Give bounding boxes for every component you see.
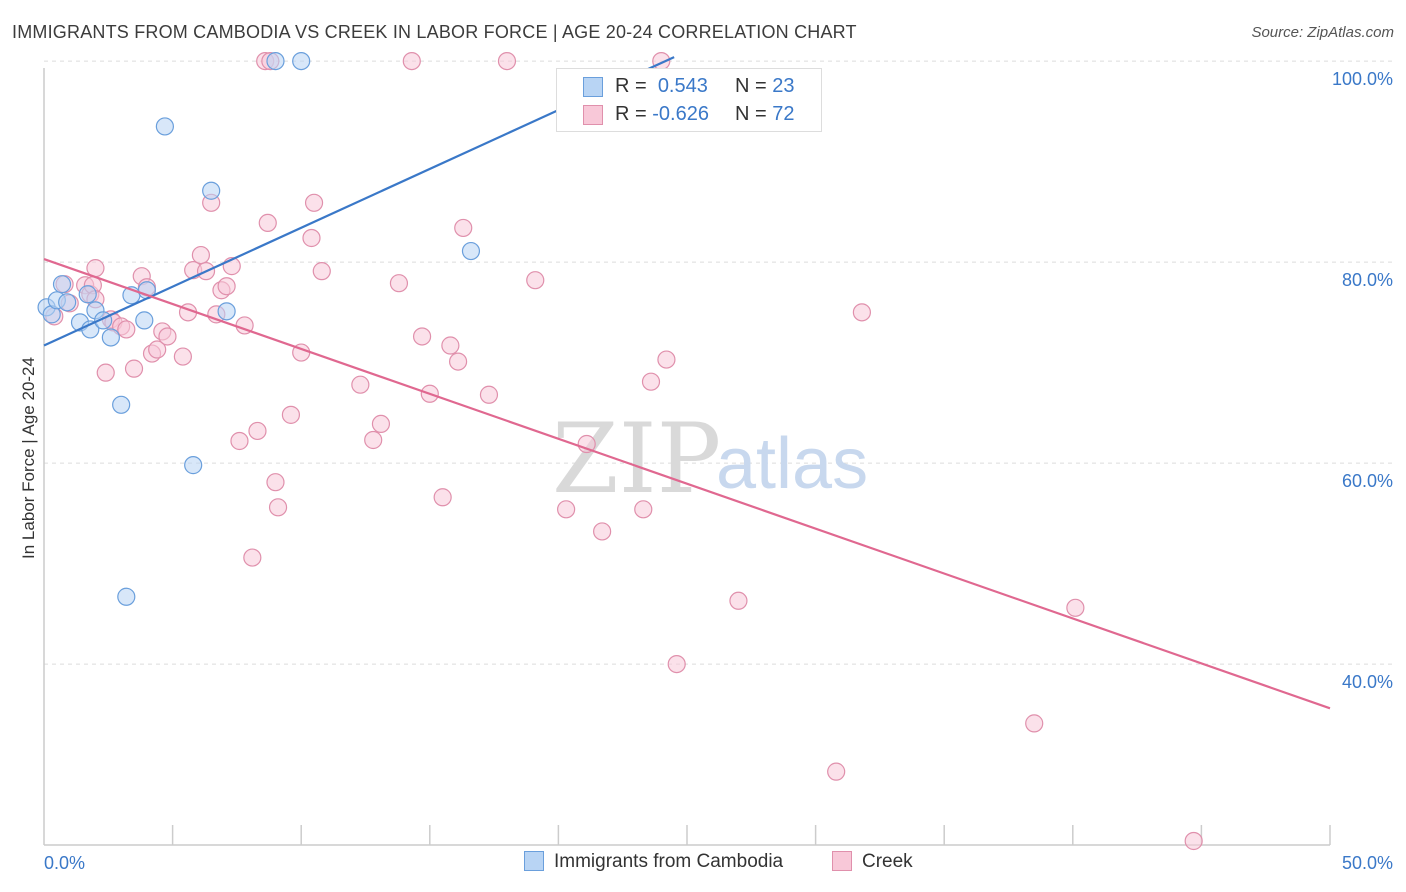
series-legend-cambodia: Immigrants from Cambodia <box>524 851 783 873</box>
legend-n-cambodia: N = 23 <box>735 75 795 97</box>
point-creek <box>266 473 285 492</box>
point-creek <box>302 228 321 248</box>
chart-title: IMMIGRANTS FROM CAMBODIA VS CREEK IN LAB… <box>12 22 857 42</box>
point-cambodia <box>58 293 77 312</box>
point-cambodia <box>112 395 131 414</box>
point-creek <box>448 352 468 371</box>
point-creek <box>412 327 432 346</box>
point-cambodia <box>155 117 174 136</box>
x-tick-label-max: 50.0% <box>1342 853 1393 873</box>
data-points <box>37 51 1203 851</box>
point-creek <box>117 320 136 339</box>
point-creek <box>96 363 115 382</box>
point-creek <box>454 218 473 238</box>
point-creek <box>479 385 499 404</box>
gridlines <box>44 60 1393 665</box>
point-cambodia <box>217 302 236 321</box>
y-tick-label: 80.0% <box>1342 270 1393 290</box>
watermark-atlas: atlas <box>716 424 868 504</box>
point-creek <box>312 262 331 281</box>
series-label-cambodia: Immigrants from Cambodia <box>554 851 784 872</box>
y-tick-label: 100.0% <box>1332 69 1393 89</box>
point-creek <box>148 340 167 359</box>
stats-legend: R = 0.543 N = 23 R = -0.626 N = 72 <box>556 68 822 132</box>
legend-swatch-creek <box>583 105 603 125</box>
point-creek <box>230 431 249 451</box>
point-cambodia <box>292 51 311 71</box>
trendline-creek <box>43 258 1331 710</box>
point-creek <box>729 591 748 610</box>
point-creek <box>402 51 421 71</box>
source-label: Source: ZipAtlas.com <box>1251 24 1394 41</box>
watermark: ZIP atlas <box>552 403 868 515</box>
point-creek <box>657 350 676 369</box>
point-creek <box>364 430 383 450</box>
point-cambodia <box>101 328 120 347</box>
point-cambodia <box>461 241 481 261</box>
point-creek <box>852 303 871 322</box>
point-creek <box>634 500 653 519</box>
point-creek <box>593 522 612 541</box>
point-cambodia <box>202 181 221 200</box>
point-cambodia <box>52 275 72 294</box>
point-creek <box>526 271 545 290</box>
point-creek <box>441 336 460 355</box>
point-creek <box>667 654 686 674</box>
trendlines <box>43 56 1331 710</box>
point-cambodia <box>135 311 154 330</box>
legend-swatch-cambodia <box>583 77 603 97</box>
point-creek <box>281 405 301 424</box>
point-creek <box>1184 831 1203 851</box>
legend-n-creek: N = 72 <box>735 103 795 125</box>
y-tick-label: 40.0% <box>1342 672 1393 692</box>
point-creek <box>1066 598 1085 617</box>
point-creek <box>248 421 267 441</box>
point-creek <box>217 277 236 296</box>
point-creek <box>827 762 846 781</box>
point-creek <box>258 213 277 233</box>
series-label-creek: Creek <box>862 851 913 872</box>
y-axis-label: In Labor Force | Age 20-24 <box>19 357 38 559</box>
point-cambodia <box>117 587 136 606</box>
point-cambodia <box>78 285 97 304</box>
point-creek <box>243 548 262 567</box>
point-creek <box>124 359 144 378</box>
point-creek <box>433 488 452 507</box>
point-cambodia <box>266 51 285 71</box>
point-creek <box>389 274 409 293</box>
point-creek <box>158 327 177 346</box>
series-swatch-cambodia <box>524 851 544 871</box>
x-tick-label-min: 0.0% <box>44 853 85 873</box>
y-tick-labels: 100.0% 80.0% 60.0% 40.0% <box>1332 69 1393 692</box>
legend-r-creek: R = -0.626 <box>615 103 709 125</box>
y-tick-label: 60.0% <box>1342 471 1393 491</box>
point-creek <box>304 193 324 212</box>
point-creek <box>641 372 661 391</box>
point-creek <box>1025 714 1044 733</box>
point-creek <box>497 51 517 71</box>
watermark-zip: ZIP <box>552 403 721 515</box>
series-legend-creek: Creek <box>832 851 913 873</box>
point-creek <box>173 347 192 366</box>
point-creek <box>191 245 210 265</box>
point-creek <box>371 414 391 434</box>
point-creek <box>268 498 288 517</box>
series-swatch-creek <box>832 851 852 871</box>
point-cambodia <box>184 456 203 475</box>
x-axis-ticks <box>171 825 1331 845</box>
point-creek <box>557 500 576 519</box>
legend-r-cambodia: R = 0.543 <box>615 75 708 97</box>
point-creek <box>351 375 370 394</box>
